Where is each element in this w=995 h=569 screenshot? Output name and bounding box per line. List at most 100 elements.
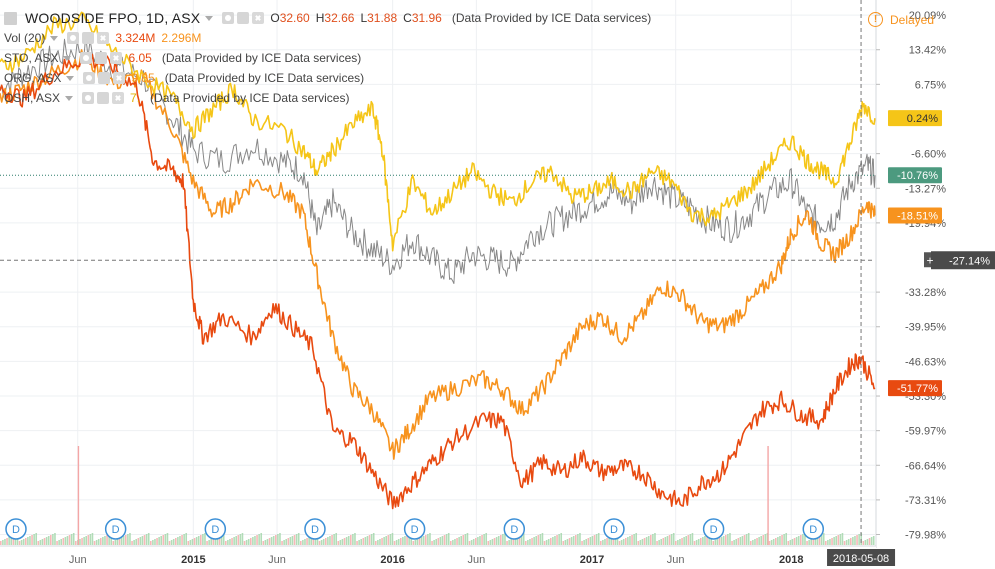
volume-bar: [483, 534, 485, 545]
volume-bar: [156, 538, 158, 545]
volume-bar: [450, 541, 452, 545]
dividend-marker[interactable]: D: [702, 518, 725, 540]
dividend-marker-circle: [603, 518, 625, 540]
volume-bar: [168, 541, 171, 545]
volume-bar: [64, 537, 67, 545]
volume-bar: [683, 537, 685, 545]
volume-bar: [208, 540, 210, 545]
volume-bar: [356, 541, 358, 545]
volume-bar: [79, 539, 81, 545]
settings-icon[interactable]: [237, 12, 250, 24]
eye-icon[interactable]: [222, 12, 235, 24]
volume-bar: [350, 535, 352, 545]
chevron-down-icon[interactable]: [50, 35, 59, 41]
volume-bar: [802, 534, 804, 545]
volume-bar: [479, 536, 481, 545]
volume-bar: [741, 536, 744, 545]
volume-bar: [279, 533, 281, 545]
dividend-marker[interactable]: D: [403, 518, 426, 540]
volume-bar: [297, 533, 300, 545]
volume-bar: [539, 534, 542, 545]
volume-bar: [402, 537, 404, 545]
time-axis-label: Jun: [667, 554, 685, 566]
dividend-marker[interactable]: D: [304, 518, 326, 540]
volume-bar: [554, 536, 556, 545]
chevron-down-icon[interactable]: [205, 15, 214, 21]
dividend-marker-label: D: [12, 524, 20, 536]
comparison-label: ORG, ASX: [4, 71, 62, 85]
close-icon[interactable]: [112, 92, 125, 104]
eye-icon[interactable]: [80, 52, 93, 64]
volume-bar: [4, 539, 6, 545]
volume-bar: [525, 541, 527, 545]
dividend-marker-circle: [304, 518, 326, 540]
chevron-down-icon[interactable]: [66, 75, 75, 81]
volume-bar: [550, 538, 552, 545]
volume-bar: [825, 541, 827, 545]
settings-icon[interactable]: [95, 52, 108, 64]
settings-icon[interactable]: [97, 92, 110, 104]
volume-bar: [352, 534, 354, 545]
volume-bar: [127, 534, 129, 545]
volume-bar: [733, 540, 735, 545]
volume-bar: [702, 537, 704, 545]
volume-bar: [414, 540, 417, 545]
volume-bar: [868, 538, 871, 545]
volume-bar: [591, 536, 594, 545]
volume-bar: [175, 538, 177, 545]
volume-bar: [816, 536, 819, 545]
volume-bar: [191, 539, 194, 545]
volume-bar: [693, 541, 696, 545]
close-icon[interactable]: [113, 72, 126, 84]
volume-bar: [195, 537, 198, 545]
volume-bar: [110, 533, 113, 545]
volume-bar: [270, 537, 273, 545]
volume-bar: [522, 533, 525, 545]
dividend-marker[interactable]: D: [802, 518, 825, 540]
volume-bar: [537, 535, 540, 545]
volume-bar: [745, 534, 748, 545]
volume-bar: [347, 536, 350, 545]
eye-icon[interactable]: [82, 92, 95, 104]
volume-bar: [775, 538, 777, 545]
volume-bar: [858, 534, 860, 545]
data-provider-note: (Data Provided by ICE Data services): [161, 51, 362, 65]
chevron-down-icon[interactable]: [63, 55, 72, 61]
dividend-marker[interactable]: D: [5, 518, 27, 540]
delayed-indicator[interactable]: ! Delayed: [868, 12, 934, 27]
delayed-label: Delayed: [890, 12, 935, 27]
settings-icon[interactable]: [82, 32, 95, 44]
dividend-marker[interactable]: D: [603, 518, 625, 540]
volume-bar: [377, 540, 379, 545]
volume-bar: [164, 534, 167, 545]
close-icon[interactable]: [110, 52, 123, 64]
dividend-marker[interactable]: D: [204, 518, 227, 540]
volume-bar: [629, 536, 631, 545]
volume-bar: [835, 536, 838, 545]
volume-bar: [820, 534, 823, 545]
settings-icon[interactable]: [98, 72, 111, 84]
volume-bar: [706, 535, 708, 545]
volume-bar: [133, 540, 135, 545]
dividend-marker[interactable]: D: [104, 518, 127, 540]
volume-bar: [285, 539, 288, 545]
volume-bar: [218, 535, 221, 545]
dividend-marker[interactable]: D: [503, 518, 526, 540]
volume-bar: [681, 538, 683, 545]
eye-icon[interactable]: [67, 32, 80, 44]
chevron-down-icon[interactable]: [65, 95, 74, 101]
last-value-label: 0.24%: [907, 113, 938, 125]
close-icon[interactable]: [97, 32, 110, 44]
close-icon[interactable]: [252, 12, 265, 24]
volume-bar: [139, 537, 142, 545]
volume-bar: [227, 540, 229, 545]
volume-bar: [185, 533, 188, 545]
price-axis-label: 20.09%: [909, 10, 947, 22]
volume-bar: [475, 538, 477, 545]
volume-bar: [779, 536, 781, 545]
volume-bar: [504, 533, 506, 545]
volume-bar: [152, 540, 154, 545]
ohlc-values: O32.60 H32.66 L31.88 C31.96: [264, 11, 442, 25]
eye-icon[interactable]: [83, 72, 96, 84]
